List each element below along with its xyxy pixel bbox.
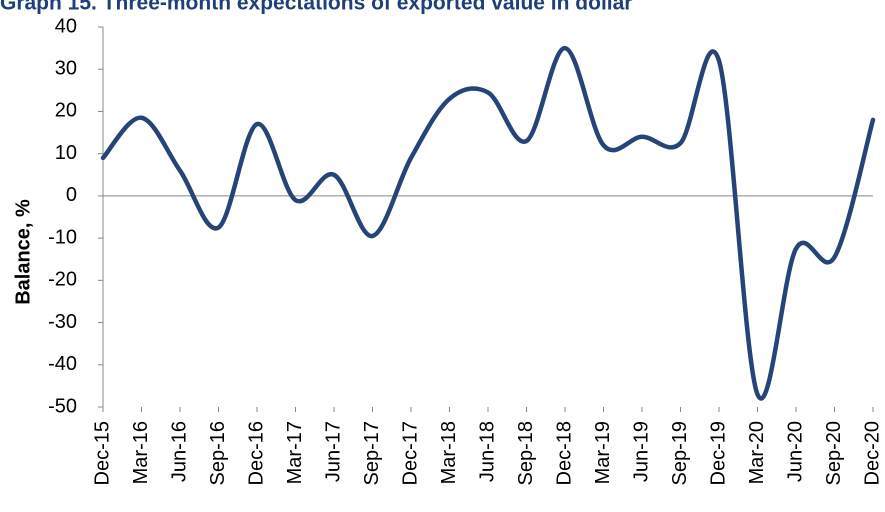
x-tick-label: Sep-20 — [823, 421, 845, 486]
y-tick-label: 20 — [55, 100, 77, 122]
x-tick-label: Jun-17 — [322, 421, 344, 482]
x-tick-label: Dec-20 — [861, 421, 883, 485]
x-tick-label: Dec-17 — [399, 421, 421, 485]
x-tick-label: Mar-17 — [284, 421, 306, 484]
x-tick-label: Sep-16 — [207, 421, 229, 486]
x-tick-label: Jun-18 — [476, 421, 498, 482]
y-axis-title: Balance, % — [12, 199, 34, 305]
y-tick-label: -20 — [48, 269, 77, 291]
x-tick-label: Dec-16 — [245, 421, 267, 485]
x-tick-label: Sep-17 — [361, 421, 383, 486]
y-tick-label: 10 — [55, 142, 77, 164]
y-tick-label: -50 — [48, 395, 77, 417]
x-tick-label: Mar-20 — [746, 421, 768, 484]
y-tick-label: -30 — [48, 311, 77, 333]
x-tick-label: Sep-18 — [515, 421, 537, 486]
x-tick-label: Mar-18 — [438, 421, 460, 484]
x-tick-label: Mar-19 — [592, 421, 614, 484]
y-tick-label: 0 — [66, 184, 77, 206]
y-tick-label: 30 — [55, 58, 77, 80]
x-tick-label: Jun-16 — [168, 421, 190, 482]
y-tick-label: -10 — [48, 226, 77, 248]
x-tick-label: Dec-15 — [91, 421, 113, 485]
y-tick-label: -40 — [48, 353, 77, 375]
x-tick-label: Jun-19 — [630, 421, 652, 482]
y-tick-label: 40 — [55, 15, 77, 37]
chart-title: Graph 15. Three-month expectations of ex… — [0, 0, 632, 15]
x-tick-label: Sep-19 — [669, 421, 691, 486]
data-line — [100, 45, 876, 401]
x-tick-label: Mar-16 — [130, 421, 152, 484]
x-tick-label: Dec-19 — [707, 421, 729, 485]
x-tick-label: Dec-18 — [553, 421, 575, 485]
x-tick-label: Jun-20 — [784, 421, 806, 482]
